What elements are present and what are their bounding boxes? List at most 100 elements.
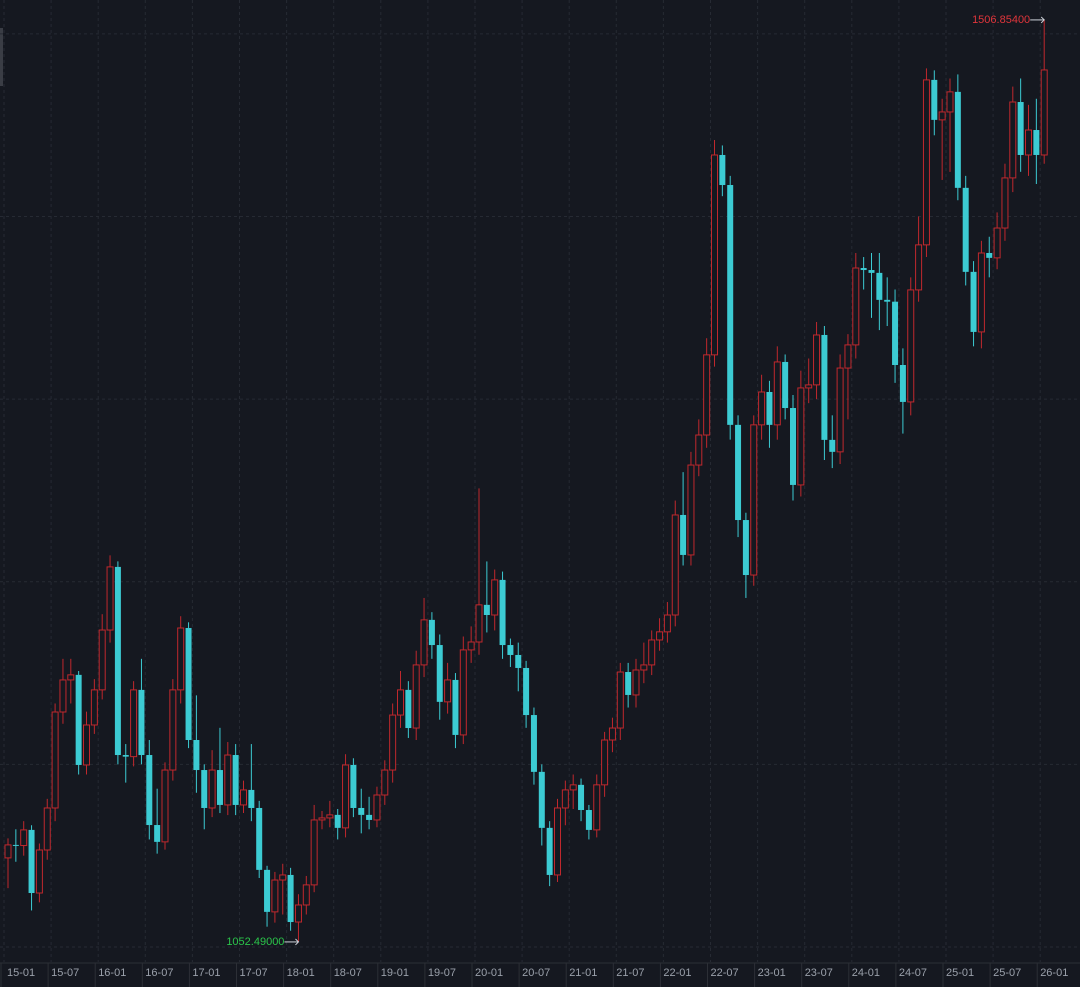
candle-body bbox=[703, 354, 711, 436]
candle-body bbox=[538, 771, 545, 828]
candle-body bbox=[640, 664, 648, 671]
candle-body bbox=[656, 631, 664, 641]
candle-body bbox=[805, 384, 813, 389]
x-tick-label: 22-01 bbox=[663, 967, 691, 979]
candle-body bbox=[59, 679, 67, 713]
candle-body bbox=[302, 884, 310, 906]
x-tick-label: 17-07 bbox=[240, 967, 268, 979]
candle-body bbox=[601, 739, 609, 786]
candle-body bbox=[1025, 129, 1032, 156]
candle-body bbox=[271, 879, 279, 913]
candle-body bbox=[310, 819, 318, 886]
x-tick-label: 18-01 bbox=[287, 967, 315, 979]
candle-body bbox=[773, 361, 781, 426]
candle-body bbox=[475, 604, 483, 643]
x-tick-label: 24-01 bbox=[852, 967, 880, 979]
candle-body bbox=[12, 844, 19, 846]
annotation-label: 1506.85400 bbox=[972, 14, 1030, 26]
candle-body bbox=[366, 814, 373, 820]
candle-body bbox=[224, 754, 232, 806]
candle-body bbox=[790, 408, 796, 485]
candle-body bbox=[797, 387, 805, 486]
candle-body bbox=[287, 874, 294, 923]
candle-body bbox=[256, 807, 263, 870]
annotation-arrowhead bbox=[1040, 16, 1045, 24]
candle-body bbox=[122, 755, 129, 757]
annotation-label: 1052.49000 bbox=[226, 936, 284, 948]
x-tick-label: 15-01 bbox=[7, 967, 35, 979]
candle-body bbox=[946, 91, 954, 113]
candle-body bbox=[907, 289, 915, 403]
x-tick-label: 21-01 bbox=[569, 967, 597, 979]
candle-body bbox=[860, 268, 867, 271]
candle-body bbox=[28, 829, 35, 894]
candle-body bbox=[138, 689, 145, 756]
x-tick-label: 16-01 bbox=[98, 967, 126, 979]
candle-body bbox=[585, 810, 592, 830]
candle-body bbox=[146, 755, 153, 826]
candle-body bbox=[318, 817, 326, 821]
candle-body bbox=[483, 604, 490, 616]
candle-body bbox=[106, 566, 114, 631]
candle-body bbox=[83, 724, 90, 766]
candle-body bbox=[970, 271, 977, 332]
candle-body bbox=[43, 807, 51, 851]
candle-body bbox=[727, 185, 734, 425]
candle-body bbox=[51, 711, 59, 809]
candle-body bbox=[868, 270, 875, 273]
x-tick-label: 22-07 bbox=[711, 967, 739, 979]
candle-body bbox=[169, 689, 177, 771]
annotation-arrowhead bbox=[295, 938, 300, 946]
candle-body bbox=[420, 619, 428, 666]
candle-body bbox=[389, 714, 397, 771]
candle-body bbox=[632, 669, 640, 696]
x-tick-label: 18-07 bbox=[334, 967, 362, 979]
candle-body bbox=[931, 79, 938, 120]
candle-body bbox=[530, 715, 537, 772]
candle-body bbox=[436, 645, 443, 702]
candle-body bbox=[695, 434, 703, 466]
candle-body bbox=[507, 645, 514, 655]
candle-body bbox=[608, 727, 616, 741]
candle-body bbox=[185, 627, 192, 741]
candle-body bbox=[373, 794, 381, 821]
candle-body bbox=[523, 667, 530, 716]
candle-body bbox=[892, 301, 899, 366]
candle-body bbox=[750, 424, 758, 576]
candle-body bbox=[663, 614, 671, 633]
candle-body bbox=[358, 807, 365, 815]
candle-body bbox=[938, 111, 946, 121]
candle-body bbox=[977, 252, 985, 333]
candle-body bbox=[1033, 130, 1040, 155]
candle-body bbox=[35, 849, 43, 894]
candle-body bbox=[75, 674, 82, 765]
candle-body bbox=[766, 391, 773, 425]
candle-body bbox=[114, 566, 121, 756]
candle-body bbox=[821, 334, 828, 440]
candle-body bbox=[554, 807, 561, 876]
candle-body bbox=[915, 244, 923, 291]
x-tick-label: 19-07 bbox=[428, 967, 456, 979]
candle-body bbox=[459, 649, 467, 736]
x-tick-label: 25-01 bbox=[946, 967, 974, 979]
candle-body bbox=[876, 272, 883, 300]
candle-body bbox=[350, 764, 357, 808]
candle-body bbox=[397, 689, 404, 716]
candle-body bbox=[648, 639, 656, 666]
candle-body bbox=[1009, 101, 1017, 179]
candle-body bbox=[193, 740, 200, 771]
candle-body bbox=[491, 579, 499, 616]
candle-body bbox=[98, 629, 106, 691]
candle-body bbox=[836, 367, 844, 453]
scrollbar bbox=[0, 28, 3, 86]
candle-body bbox=[264, 869, 271, 912]
candle-body bbox=[742, 520, 749, 576]
candle-body bbox=[625, 672, 632, 695]
candle-body bbox=[899, 365, 906, 402]
candle-body bbox=[680, 514, 687, 555]
candle-body bbox=[1001, 177, 1009, 229]
candle-body bbox=[813, 334, 821, 386]
candle-body bbox=[852, 267, 860, 346]
candle-body bbox=[719, 154, 726, 186]
candle-body bbox=[130, 689, 138, 758]
